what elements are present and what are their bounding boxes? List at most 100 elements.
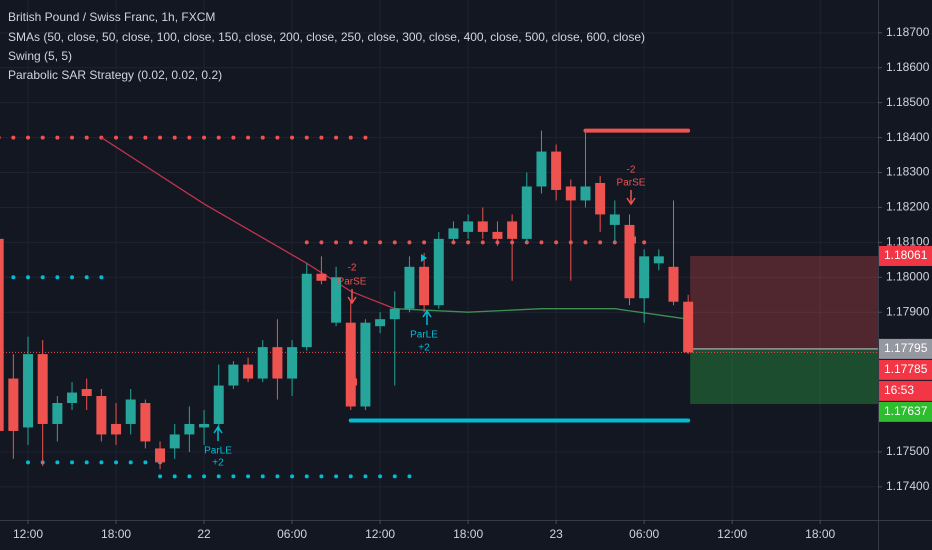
sar-dot (128, 135, 133, 140)
candle-body (287, 347, 298, 379)
candle-body (199, 423, 210, 428)
candle-body (653, 256, 664, 264)
sar-dot (216, 135, 221, 140)
candle-body (272, 347, 283, 379)
candle-body (331, 277, 342, 323)
y-tick-label: 1.18100 (886, 235, 930, 249)
stop-zone (690, 255, 878, 349)
sar-dot (231, 135, 236, 140)
y-tick-label: 1.18700 (886, 25, 930, 39)
candle-body (580, 186, 591, 201)
marker (630, 236, 636, 244)
candle-body (507, 221, 518, 239)
candle-body (155, 448, 166, 463)
sar-dot (99, 275, 104, 280)
x-tick-label: 12:00 (13, 527, 43, 541)
legend-line: Swing (5, 5) (8, 49, 72, 63)
sar-dot (99, 460, 104, 465)
price-tag-label: 1.17637 (884, 404, 928, 418)
candle-body (668, 266, 679, 302)
annotation: ParSE (617, 178, 646, 189)
candle-body (96, 396, 107, 435)
candle-body (360, 322, 371, 407)
sar-dot (55, 275, 60, 280)
sar-dot (319, 135, 324, 140)
sar-dot (363, 135, 368, 140)
price-tag (879, 401, 932, 422)
x-tick-label: 12:00 (365, 527, 395, 541)
candle-body (609, 214, 620, 225)
price-tag (879, 245, 932, 266)
sar-dot (407, 240, 412, 245)
candle-body (8, 378, 19, 431)
sar-dot (392, 240, 397, 245)
candle-body (257, 347, 268, 379)
sar-dot (114, 460, 119, 465)
y-tick-label: 1.17900 (886, 304, 930, 318)
candle-body (536, 151, 547, 187)
chart-title: British Pound / Swiss Franc, 1h, FXCM (8, 10, 215, 24)
candle-body (375, 319, 386, 327)
candle-body (551, 151, 562, 190)
annotation: +2 (418, 343, 430, 354)
candle-body (404, 266, 415, 309)
candle-body (184, 423, 195, 435)
sar-dot (363, 474, 368, 479)
sar-dot (304, 474, 309, 479)
sma-line (394, 308, 689, 320)
candle-body (639, 256, 650, 299)
sar-dot (246, 135, 251, 140)
sar-dot (231, 474, 236, 479)
sar-dot (275, 474, 280, 479)
y-tick-label: 1.18500 (886, 95, 930, 109)
candle-body (448, 228, 459, 239)
sar-dot (583, 240, 588, 245)
sar-dot (422, 240, 427, 245)
candle-body (301, 273, 312, 348)
sar-dot (70, 135, 75, 140)
candle-body (111, 423, 122, 435)
candle-body (345, 322, 356, 407)
sar-dot (319, 240, 324, 245)
annotation: +2 (212, 458, 224, 469)
candle-body (683, 301, 694, 353)
plot (0, 128, 878, 479)
sar-dot (348, 240, 353, 245)
y-tick-label: 1.18200 (886, 200, 930, 214)
sar-dot (40, 135, 45, 140)
sar-dot (348, 135, 353, 140)
y-tick-label: 1.18600 (886, 60, 930, 74)
sar-dot (55, 460, 60, 465)
x-tick-label: 22 (197, 527, 211, 541)
candle-body (140, 403, 151, 442)
candle-body (37, 354, 48, 424)
sar-dot (26, 275, 31, 280)
candle-body (492, 231, 503, 239)
sar-dot (172, 474, 177, 479)
sar-dot (466, 240, 471, 245)
sar-dot (202, 135, 207, 140)
sar-dot (348, 474, 353, 479)
sar-dot (598, 240, 603, 245)
arrow (347, 289, 357, 305)
legend-line: SMAs (50, close, 50, close, 100, close, … (8, 30, 645, 44)
sar-dot (539, 240, 544, 245)
sar-dot (0, 136, 1, 140)
candle-body (316, 273, 327, 281)
annotation: -2 (348, 263, 357, 274)
countdown: 16:53 (884, 383, 914, 397)
sar-dot (363, 240, 368, 245)
sar-dot (642, 240, 647, 245)
sar-dot (319, 474, 324, 479)
sma-line (101, 137, 396, 310)
sar-dot (290, 135, 295, 140)
price-tag-label: 1.18061 (884, 248, 928, 262)
sar-dot (304, 135, 309, 140)
candle-body (52, 403, 63, 424)
sar-dot (216, 474, 221, 479)
sar-dot (172, 135, 177, 140)
candle-body (389, 308, 400, 320)
sar-dot (26, 135, 31, 140)
annotations: ParLE +2 -2 ParSE ParLE +2 -2 ParSE (204, 165, 646, 469)
x-tick-label: 18:00 (805, 527, 835, 541)
